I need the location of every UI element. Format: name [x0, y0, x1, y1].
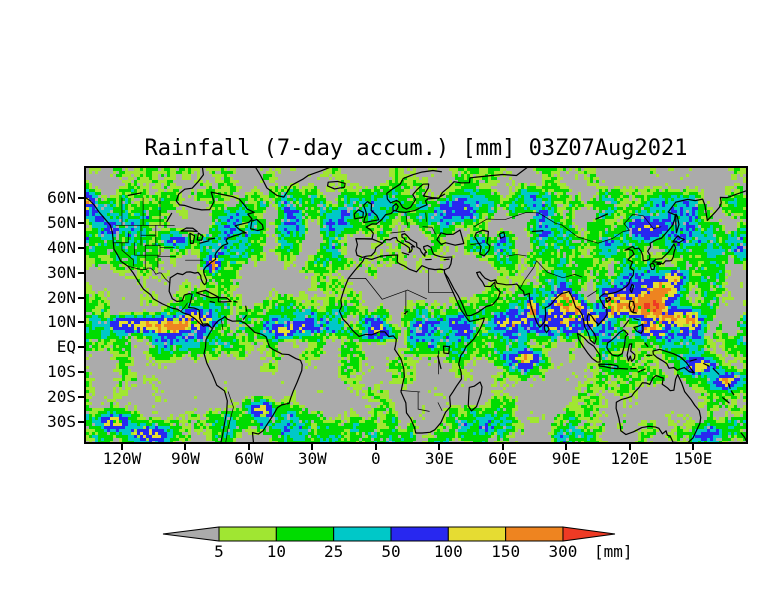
x-axis-tick: [628, 444, 631, 450]
y-axis-label: EQ: [56, 337, 76, 357]
x-axis-label: 90E: [551, 449, 581, 468]
colorbar-tick-label: 10: [266, 542, 286, 561]
x-axis-label: 90W: [170, 449, 200, 468]
page-title: Rainfall (7-day accum.) [mm] 03Z07Aug202…: [144, 136, 688, 161]
colorbar-segment: [505, 526, 564, 542]
x-axis-tick: [565, 444, 568, 450]
x-axis-tick: [311, 444, 314, 450]
rainfall-map-canvas: [86, 168, 746, 442]
x-axis-tick: [120, 444, 123, 450]
y-axis-tick: [78, 296, 84, 299]
x-axis-label: 0: [370, 449, 381, 468]
colorbar: [162, 526, 616, 542]
x-axis-tick: [438, 444, 441, 450]
y-axis-label: 30N: [47, 262, 76, 282]
y-axis-tick: [78, 221, 84, 224]
x-axis-label: 30W: [297, 449, 327, 468]
y-axis-label: 10S: [47, 362, 76, 382]
x-axis-label: 120E: [610, 449, 649, 468]
x-axis-tick: [501, 444, 504, 450]
x-axis-tick: [184, 444, 187, 450]
colorbar-units-label: [mm]: [594, 542, 633, 561]
y-axis-tick: [78, 396, 84, 399]
colorbar-tick-label: 100: [433, 542, 463, 561]
colorbar-tick-label: 25: [324, 542, 344, 561]
y-axis-label: 60N: [47, 187, 76, 207]
colorbar-tick-label: 300: [548, 542, 578, 561]
colorbar-segment: [218, 526, 277, 542]
colorbar-above-max-arrow: [562, 526, 616, 542]
y-axis-label: 50N: [47, 212, 76, 232]
colorbar-segment: [447, 526, 507, 542]
colorbar-tick-label: 50: [381, 542, 401, 561]
colorbar-below-min-arrow: [162, 526, 220, 542]
y-axis-label: 40N: [47, 237, 76, 257]
y-axis-tick: [78, 321, 84, 324]
x-axis-label: 60W: [234, 449, 264, 468]
y-axis-tick: [78, 196, 84, 199]
colorbar-tick-label: 5: [214, 542, 224, 561]
x-axis-tick: [692, 444, 695, 450]
x-axis-label: 120W: [102, 449, 142, 468]
y-axis-tick: [78, 421, 84, 424]
y-axis-tick: [78, 271, 84, 274]
y-axis-tick: [78, 371, 84, 374]
y-axis-label: 20N: [47, 287, 76, 307]
x-axis-tick: [247, 444, 250, 450]
y-axis-label: 20S: [47, 387, 76, 407]
x-axis-tick: [374, 444, 377, 450]
colorbar-segment: [390, 526, 449, 542]
y-axis-label: 30S: [47, 412, 76, 432]
map-frame: [84, 166, 748, 444]
colorbar-segment: [333, 526, 392, 542]
x-axis-label: 60E: [488, 449, 518, 468]
colorbar-tick-label: 150: [491, 542, 521, 561]
x-axis-label: 150E: [673, 449, 713, 468]
y-axis-label: 10N: [47, 312, 76, 332]
y-axis-tick: [78, 246, 84, 249]
y-axis-tick: [78, 346, 84, 349]
x-axis-label: 30E: [424, 449, 454, 468]
colorbar-segment: [275, 526, 335, 542]
